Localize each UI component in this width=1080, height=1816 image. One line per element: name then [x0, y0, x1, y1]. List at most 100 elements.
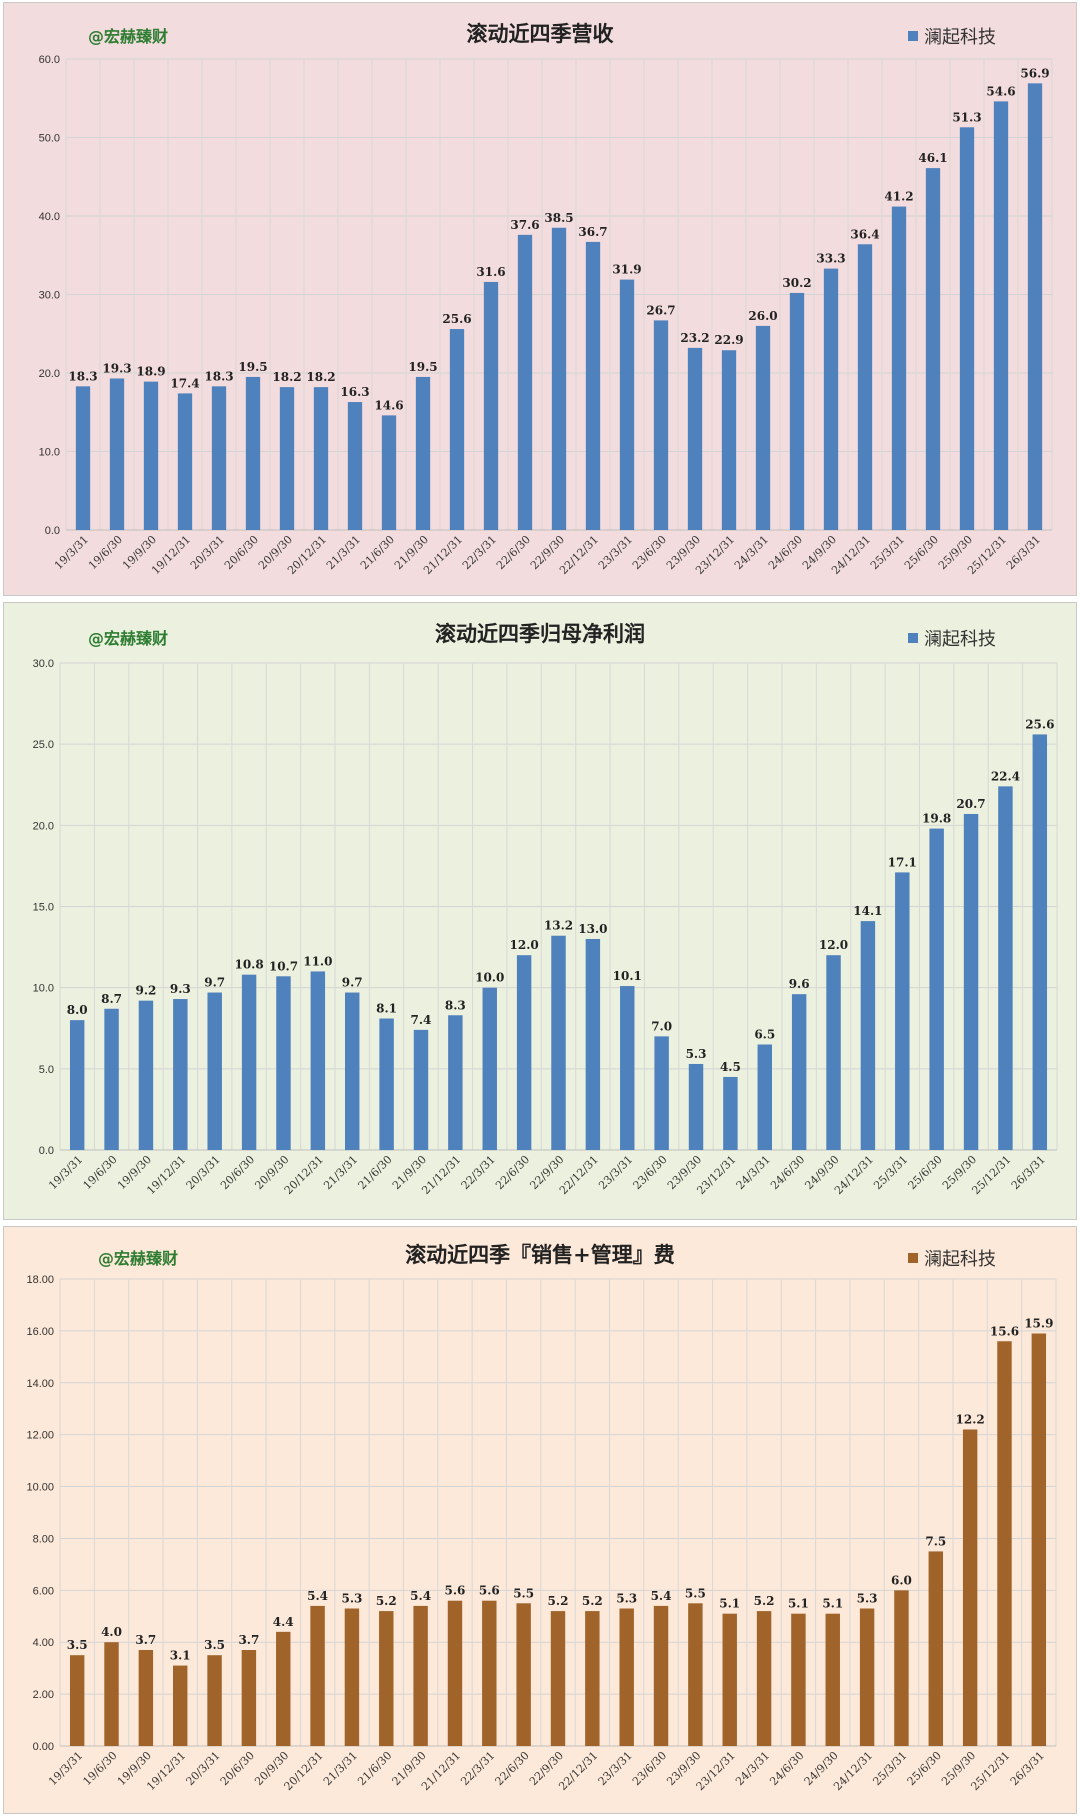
data-label: 18.2	[306, 370, 335, 384]
chart-title: 滚动近四季营收	[466, 21, 614, 46]
data-label: 5.3	[616, 1591, 637, 1605]
y-tick-label: 50.0	[39, 133, 60, 145]
bar	[104, 1642, 119, 1746]
x-tick-label: 23/6/30	[630, 533, 669, 572]
data-label: 19.8	[922, 812, 951, 826]
x-tick-label: 25/6/30	[902, 533, 941, 572]
bar	[585, 938, 601, 1150]
bar	[245, 376, 261, 530]
data-label: 17.4	[170, 376, 199, 390]
data-label: 41.2	[884, 190, 913, 204]
bar	[313, 387, 329, 530]
bar	[551, 227, 567, 530]
bar	[516, 1603, 531, 1746]
bar	[993, 101, 1009, 530]
data-label: 38.5	[544, 211, 573, 225]
x-tick-label: 19/3/31	[46, 1153, 85, 1192]
data-label: 18.3	[68, 369, 97, 383]
bar	[69, 1655, 85, 1746]
data-label: 5.2	[548, 1594, 569, 1608]
bar	[276, 976, 291, 1150]
data-label: 25.6	[1025, 717, 1054, 731]
bar	[279, 387, 295, 530]
bar	[413, 1605, 428, 1746]
data-label: 5.4	[410, 1589, 431, 1603]
revenue-chart: 0.010.020.030.040.050.060.018.319/3/3119…	[39, 54, 1053, 577]
bar	[69, 1020, 85, 1150]
data-label: 12.2	[956, 1412, 985, 1426]
data-label: 10.8	[234, 958, 263, 972]
bar	[756, 1611, 772, 1746]
legend-swatch	[908, 31, 918, 41]
bar	[177, 393, 193, 530]
bar	[998, 786, 1013, 1150]
x-tick-label: 24/3/31	[734, 1153, 773, 1192]
bar	[75, 386, 91, 530]
bar	[654, 1036, 669, 1150]
data-label: 6.5	[754, 1027, 775, 1041]
x-tick-label: 25/3/31	[870, 1749, 909, 1788]
bar	[447, 1600, 463, 1746]
data-label: 56.9	[1020, 66, 1049, 80]
data-label: 22.4	[991, 769, 1020, 783]
data-label: 8.7	[101, 992, 122, 1006]
legend-label: 澜起科技	[924, 629, 996, 650]
x-tick-label: 25/3/31	[871, 1153, 910, 1192]
data-label: 9.2	[136, 984, 157, 998]
bar	[207, 1655, 222, 1746]
x-tick-label: 23/3/31	[596, 1153, 635, 1192]
data-label: 5.1	[788, 1597, 809, 1611]
bar	[722, 1613, 737, 1746]
bar	[379, 1018, 394, 1150]
bar	[789, 292, 805, 530]
bar	[826, 955, 841, 1150]
bar	[585, 241, 601, 530]
bar	[687, 347, 703, 530]
bar	[688, 1063, 704, 1150]
x-tick-label: 19/3/31	[52, 533, 91, 572]
data-label: 3.7	[135, 1633, 156, 1647]
bar	[449, 329, 465, 530]
x-tick-label: 19/6/30	[81, 1153, 120, 1192]
legend-swatch	[908, 633, 918, 643]
data-label: 5.6	[479, 1584, 500, 1598]
x-tick-label: 21/6/30	[355, 1749, 394, 1788]
data-label: 5.5	[513, 1586, 534, 1600]
data-label: 10.1	[613, 969, 642, 983]
y-tick-label: 8.00	[33, 1533, 54, 1545]
y-tick-label: 10.00	[26, 1482, 54, 1494]
y-tick-label: 20.0	[39, 368, 60, 380]
legend-swatch	[908, 1253, 918, 1263]
bar	[1027, 83, 1043, 531]
data-label: 19.5	[238, 360, 267, 374]
bar	[381, 415, 397, 530]
x-tick-label: 24/6/30	[768, 1153, 807, 1192]
data-label: 12.0	[510, 938, 539, 952]
data-label: 20.7	[956, 797, 985, 811]
data-label: 5.3	[686, 1047, 707, 1061]
legend-label: 澜起科技	[924, 1249, 996, 1270]
y-tick-label: 16.00	[26, 1326, 54, 1338]
data-label: 5.1	[822, 1597, 843, 1611]
data-label: 5.1	[719, 1597, 740, 1611]
x-tick-label: 20/6/30	[218, 1153, 257, 1192]
x-tick-label: 20/3/31	[188, 533, 227, 572]
y-tick-label: 30.0	[33, 658, 54, 670]
x-tick-label: 23/6/30	[631, 1153, 670, 1192]
data-label: 33.3	[816, 252, 845, 266]
bar	[653, 320, 669, 530]
data-label: 22.9	[714, 333, 743, 347]
bar	[143, 381, 159, 530]
x-tick-label: 21/3/31	[324, 533, 363, 572]
y-tick-label: 10.0	[33, 983, 54, 995]
bar	[276, 1631, 291, 1746]
data-label: 18.9	[136, 365, 165, 379]
watermark: @宏赫臻财	[98, 1249, 179, 1268]
data-label: 3.1	[170, 1649, 191, 1663]
bar	[379, 1611, 394, 1746]
data-label: 14.6	[374, 398, 403, 412]
bar	[791, 994, 807, 1150]
data-label: 9.7	[204, 976, 225, 990]
data-label: 7.0	[651, 1019, 672, 1033]
bar	[619, 279, 635, 530]
